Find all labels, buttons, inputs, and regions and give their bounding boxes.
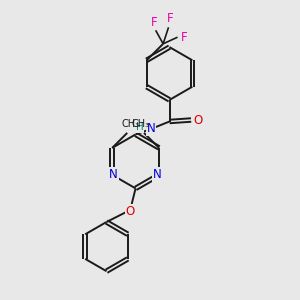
- Text: N: N: [109, 168, 118, 182]
- Text: F: F: [167, 13, 173, 26]
- Text: F: F: [151, 16, 158, 29]
- Text: N: N: [153, 168, 162, 182]
- Text: O: O: [193, 113, 202, 127]
- Text: CH₃: CH₃: [132, 119, 150, 129]
- Text: CH₃: CH₃: [121, 119, 139, 129]
- Text: H: H: [136, 122, 143, 132]
- Text: O: O: [126, 205, 135, 218]
- Text: N: N: [146, 122, 155, 136]
- Text: F: F: [181, 31, 188, 44]
